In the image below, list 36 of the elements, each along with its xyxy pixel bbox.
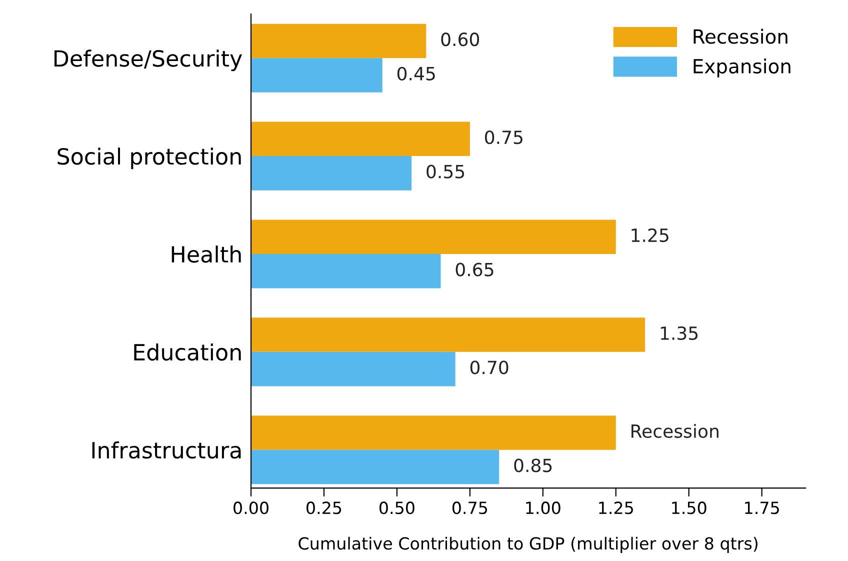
- bar: [251, 352, 456, 386]
- y-tick-label: Defense/Security: [54, 50, 242, 72]
- bar: [251, 58, 382, 92]
- x-tick-label: 1.75: [745, 502, 779, 514]
- bar: [251, 156, 412, 190]
- data-label: Recession: [632, 424, 718, 438]
- legend-label: Recession: [694, 28, 788, 44]
- legend-label: Expansion: [694, 58, 790, 78]
- data-label: 1.25: [632, 228, 668, 242]
- bar: [251, 122, 470, 156]
- x-tick-label: 1.25: [599, 502, 633, 514]
- x-tick-label: 1.50: [672, 502, 706, 514]
- bar: [251, 220, 616, 254]
- y-tick-label: Education: [134, 343, 241, 361]
- data-label: 0.60: [441, 32, 480, 46]
- x-axis-title: Cumulative Contribution to GDP (multiplier over 8 qtrs): [298, 536, 758, 553]
- x-tick-label: 0.00: [234, 502, 268, 514]
- x-tick-label: 1.00: [526, 502, 560, 514]
- data-label: 0.75: [485, 130, 522, 144]
- bar: [251, 254, 441, 288]
- bar: [251, 24, 426, 58]
- y-tick-label: Health: [172, 246, 241, 263]
- y-tick-label: Infrastructura: [92, 441, 241, 459]
- data-label: 0.70: [470, 360, 508, 374]
- bar: [251, 416, 616, 450]
- x-tick-label: 0.25: [306, 502, 342, 514]
- bar: [251, 318, 646, 352]
- data-label: 1.35: [660, 326, 698, 340]
- bar: [251, 450, 500, 484]
- x-tick-label: 0.75: [452, 502, 488, 514]
- data-label: 0.65: [456, 262, 494, 276]
- data-label: 0.85: [514, 458, 552, 472]
- data-label: 0.45: [397, 66, 435, 80]
- x-tick-label: 0.50: [380, 502, 414, 514]
- y-tick-label: Social protection: [58, 148, 241, 170]
- data-label: 0.55: [426, 164, 464, 178]
